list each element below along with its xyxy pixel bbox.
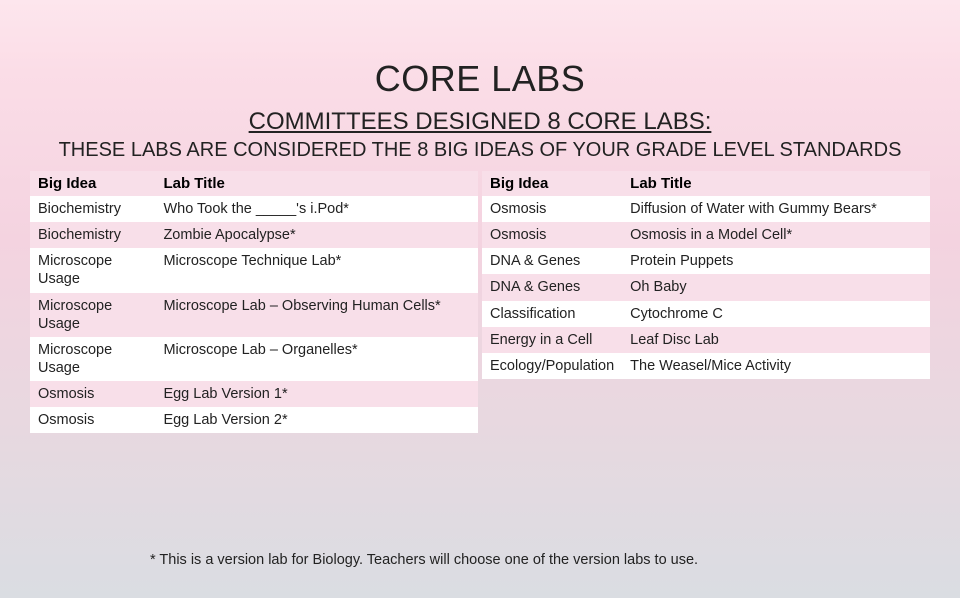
footnote: * This is a version lab for Biology. Tea…	[150, 551, 698, 569]
cell-big-idea: Osmosis	[482, 222, 622, 248]
cell-big-idea: DNA & Genes	[482, 274, 622, 300]
cell-lab-title: Diffusion of Water with Gummy Bears*	[622, 196, 930, 222]
slide-title: CORE LABS	[0, 58, 960, 100]
cell-big-idea: Osmosis	[30, 381, 155, 407]
cell-big-idea: Osmosis	[482, 196, 622, 222]
col-header-lab-title: Lab Title	[622, 171, 930, 196]
slide-subtitle: COMMITTEES DESIGNED 8 CORE LABS:	[0, 108, 960, 136]
cell-big-idea: Microscope Usage	[30, 293, 155, 337]
table-row: DNA & GenesProtein Puppets	[482, 248, 930, 274]
cell-lab-title: Leaf Disc Lab	[622, 327, 930, 353]
table-row: BiochemistryWho Took the _____'s i.Pod*	[30, 196, 478, 222]
labs-table-left: Big Idea Lab Title BiochemistryWho Took …	[30, 171, 478, 433]
cell-big-idea: Biochemistry	[30, 196, 155, 222]
table-row: OsmosisEgg Lab Version 1*	[30, 381, 478, 407]
cell-big-idea: Biochemistry	[30, 222, 155, 248]
cell-lab-title: Cytochrome C	[622, 301, 930, 327]
cell-lab-title: Egg Lab Version 2*	[155, 407, 478, 433]
cell-lab-title: Who Took the _____'s i.Pod*	[155, 196, 478, 222]
cell-lab-title: Osmosis in a Model Cell*	[622, 222, 930, 248]
cell-big-idea: Classification	[482, 301, 622, 327]
cell-lab-title: The Weasel/Mice Activity	[622, 353, 930, 379]
cell-lab-title: Microscope Lab – Organelles*	[155, 337, 478, 381]
table-row: ClassificationCytochrome C	[482, 301, 930, 327]
cell-lab-title: Microscope Lab – Observing Human Cells*	[155, 293, 478, 337]
cell-big-idea: Osmosis	[30, 407, 155, 433]
table-row: DNA & GenesOh Baby	[482, 274, 930, 300]
table-row: Energy in a CellLeaf Disc Lab	[482, 327, 930, 353]
cell-lab-title: Egg Lab Version 1*	[155, 381, 478, 407]
table-row: OsmosisEgg Lab Version 2*	[30, 407, 478, 433]
table-row: Microscope UsageMicroscope Lab – Observi…	[30, 293, 478, 337]
cell-big-idea: Energy in a Cell	[482, 327, 622, 353]
col-header-lab-title: Lab Title	[155, 171, 478, 196]
table-row: Microscope UsageMicroscope Technique Lab…	[30, 248, 478, 292]
col-header-big-idea: Big Idea	[30, 171, 155, 196]
table-row: Microscope UsageMicroscope Lab – Organel…	[30, 337, 478, 381]
table-row: OsmosisOsmosis in a Model Cell*	[482, 222, 930, 248]
cell-big-idea: Microscope Usage	[30, 248, 155, 292]
slide-subtext: THESE LABS ARE CONSIDERED THE 8 BIG IDEA…	[0, 138, 960, 163]
cell-lab-title: Microscope Technique Lab*	[155, 248, 478, 292]
col-header-big-idea: Big Idea	[482, 171, 622, 196]
labs-table-right: Big Idea Lab Title OsmosisDiffusion of W…	[482, 171, 930, 379]
table-row: BiochemistryZombie Apocalypse*	[30, 222, 478, 248]
cell-big-idea: Ecology/Population	[482, 353, 622, 379]
cell-big-idea: Microscope Usage	[30, 337, 155, 381]
table-row: OsmosisDiffusion of Water with Gummy Bea…	[482, 196, 930, 222]
tables-container: Big Idea Lab Title BiochemistryWho Took …	[30, 171, 930, 433]
cell-lab-title: Protein Puppets	[622, 248, 930, 274]
table-row: Ecology/PopulationThe Weasel/Mice Activi…	[482, 353, 930, 379]
cell-lab-title: Zombie Apocalypse*	[155, 222, 478, 248]
cell-lab-title: Oh Baby	[622, 274, 930, 300]
cell-big-idea: DNA & Genes	[482, 248, 622, 274]
